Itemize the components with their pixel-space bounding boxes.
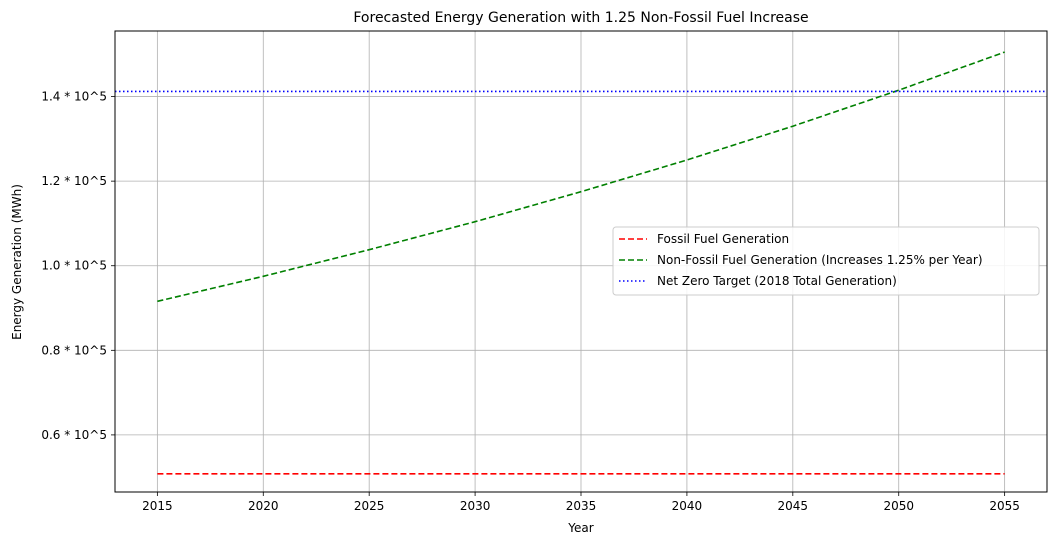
y-tick-label: 0.6 * 10^5 bbox=[41, 428, 107, 442]
x-tick-label: 2055 bbox=[989, 499, 1020, 513]
x-tick-label: 2035 bbox=[566, 499, 597, 513]
y-tick-label: 1.0 * 10^5 bbox=[41, 259, 107, 273]
y-axis-label: Energy Generation (MWh) bbox=[10, 184, 24, 340]
y-tick-label: 1.2 * 10^5 bbox=[41, 174, 107, 188]
x-tick-label: 2030 bbox=[460, 499, 491, 513]
x-tick-label: 2050 bbox=[883, 499, 914, 513]
x-tick-label: 2045 bbox=[778, 499, 809, 513]
legend-label-2: Non-Fossil Fuel Generation (Increases 1.… bbox=[657, 253, 983, 267]
plot-lines bbox=[115, 51, 1047, 475]
legend-label-1: Fossil Fuel Generation bbox=[657, 232, 789, 246]
plot-frame bbox=[114, 30, 1048, 493]
y-tick-label: 0.8 * 10^5 bbox=[41, 343, 107, 357]
x-axis-label: Year bbox=[567, 521, 593, 535]
x-tick-label: 2020 bbox=[248, 499, 279, 513]
x-tick-label: 2025 bbox=[354, 499, 385, 513]
x-tick-label: 2015 bbox=[142, 499, 173, 513]
legend: Fossil Fuel Generation Non-Fossil Fuel Ge… bbox=[612, 226, 1040, 296]
legend-frame bbox=[612, 226, 1040, 296]
y-tick-label: 1.4 * 10^5 bbox=[41, 90, 107, 104]
y-axis-ticks: 0.6 * 10^5 0.8 * 10^5 1.0 * 10^5 1.2 * 10^5… bbox=[41, 90, 115, 442]
series-line-2 bbox=[157, 51, 1005, 303]
chart-title: Forecasted Energy Generation with 1.25 N… bbox=[353, 10, 808, 26]
x-tick-label: 2040 bbox=[672, 499, 703, 513]
legend-label-3: Net Zero Target (2018 Total Generation) bbox=[657, 274, 897, 288]
x-axis-ticks: 2015 2020 2025 2030 2035 2040 2045 2050 2055 bbox=[142, 492, 1020, 513]
